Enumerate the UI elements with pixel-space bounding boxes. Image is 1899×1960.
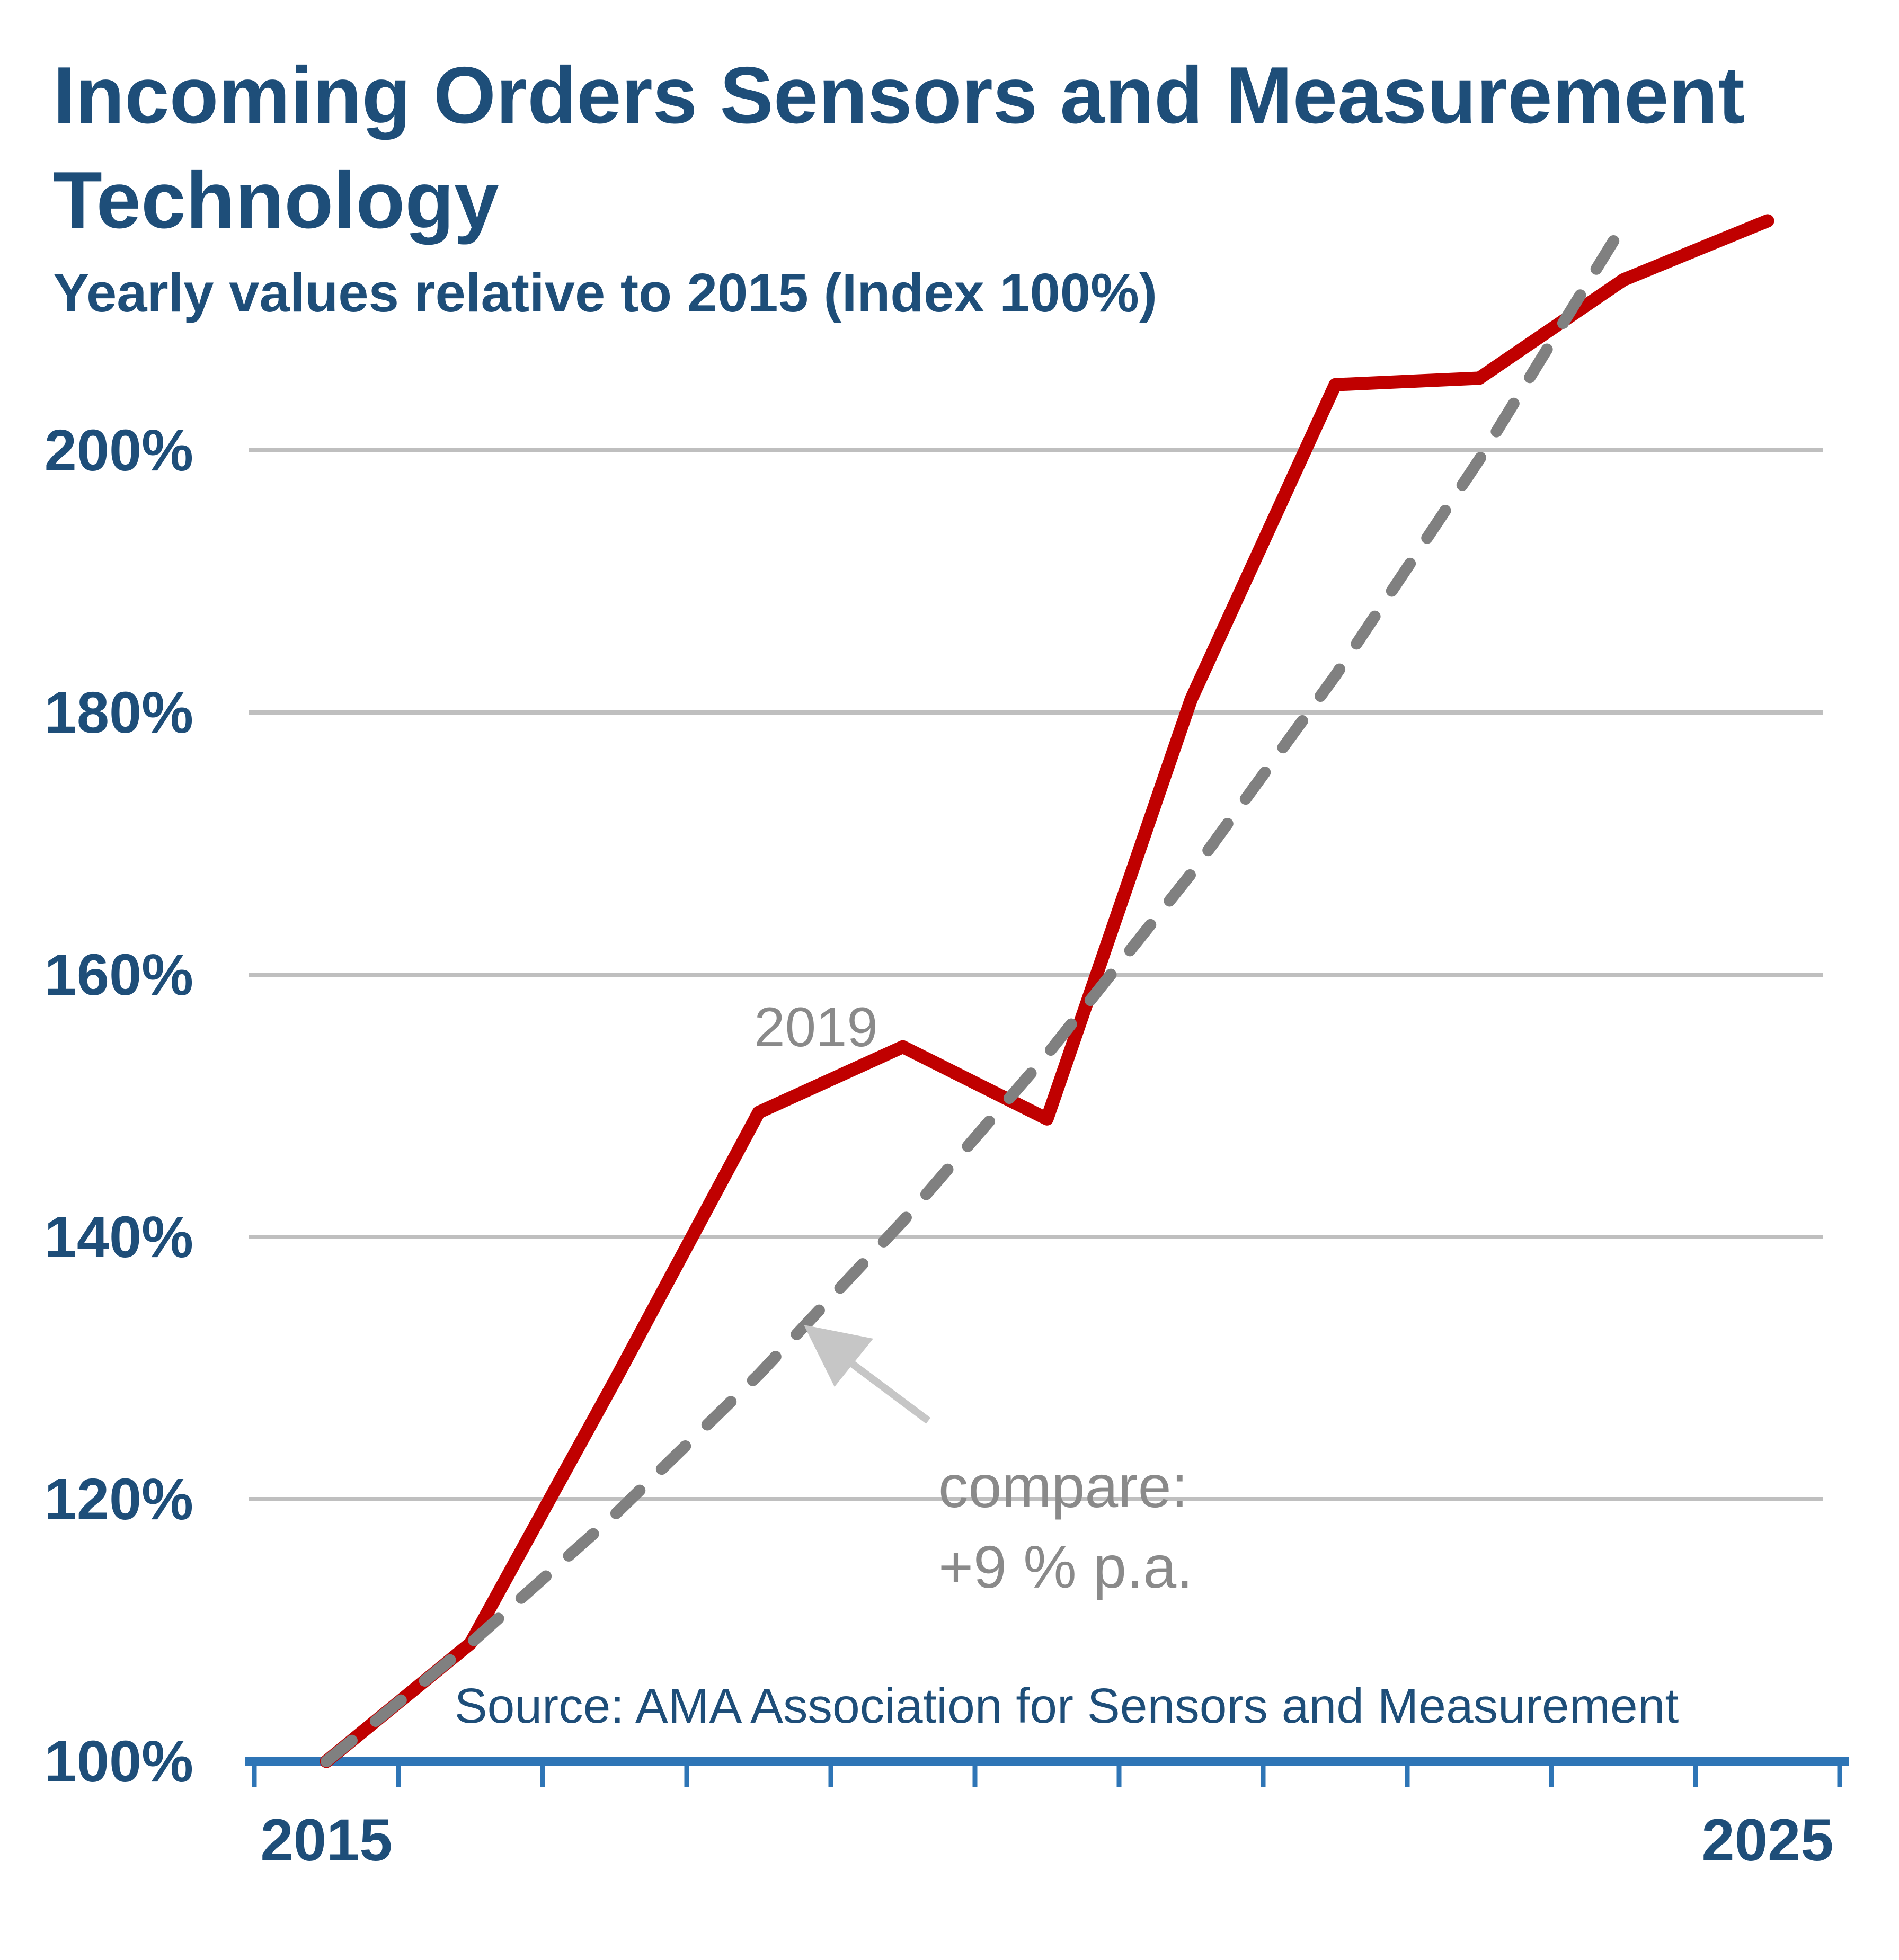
source-note: Source: AMA Association for Sensors and … bbox=[455, 1678, 1679, 1733]
compare-arrow-head bbox=[804, 1325, 873, 1387]
y-axis-label: 140% bbox=[45, 1205, 193, 1270]
y-axis-labels: 100% 120% 140% 160% 180% 200% bbox=[45, 418, 193, 1794]
y-axis-label: 160% bbox=[45, 942, 193, 1008]
annotation-compare-line2: +9 % p.a. bbox=[938, 1534, 1193, 1600]
y-axis-label: 180% bbox=[45, 680, 193, 745]
chart-title-line1: Incoming Orders Sensors and Measurement bbox=[53, 50, 1745, 140]
y-axis-label: 200% bbox=[45, 418, 193, 483]
series-trend-dashed-line bbox=[321, 219, 1629, 1767]
x-label-end: 2025 bbox=[1701, 1807, 1833, 1873]
y-gridlines bbox=[249, 448, 1823, 1501]
x-axis-ticks bbox=[252, 1766, 1842, 1787]
compare-arrow-shaft bbox=[846, 1358, 931, 1424]
y-axis-label: 100% bbox=[45, 1729, 193, 1794]
chart-title-line2: Technology bbox=[53, 155, 499, 245]
chart-subtitle: Yearly values relative to 2015 (Index 10… bbox=[53, 262, 1157, 323]
series-actual-line bbox=[320, 214, 1774, 1768]
compare-arrow bbox=[804, 1325, 931, 1424]
y-axis-label: 120% bbox=[45, 1467, 193, 1532]
annotation-compare-line1: compare: bbox=[938, 1453, 1188, 1520]
annotation-peak-year: 2019 bbox=[754, 996, 878, 1058]
x-label-start: 2015 bbox=[260, 1807, 392, 1873]
